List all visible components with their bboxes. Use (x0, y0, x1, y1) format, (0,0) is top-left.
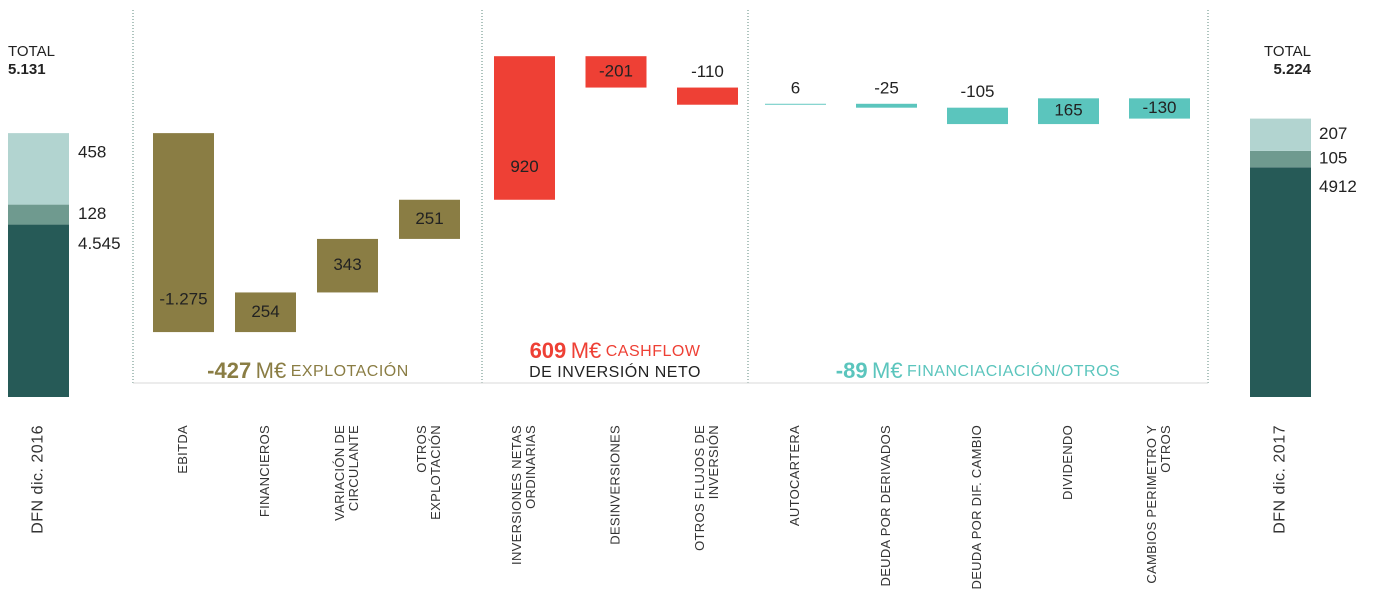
group-name: FINANCIACIACIÓN/OTROS (907, 361, 1120, 380)
waterfall-bar (947, 107, 1008, 125)
value-label: -105 (960, 82, 994, 101)
value-label: 251 (415, 209, 443, 228)
waterfall-bar (765, 103, 826, 105)
value-label: 4912 (1319, 177, 1357, 196)
value-label: 128 (78, 204, 106, 223)
waterfall-bar (235, 292, 296, 333)
waterfall-bar (677, 87, 738, 105)
value-label: -25 (874, 78, 899, 97)
total-value: 5.224 (1273, 61, 1311, 78)
value-label: 207 (1319, 124, 1347, 143)
group-name: CASHFLOW (606, 343, 701, 360)
group-total: -427 M€ EXPLOTACIÓN (207, 358, 409, 383)
stack-segment (8, 204, 69, 225)
category-label: DIVIDENDO (1060, 425, 1075, 500)
waterfall-bar (1038, 98, 1099, 125)
value-label: 165 (1054, 101, 1082, 120)
total-title: TOTAL (1264, 43, 1311, 60)
stack-segment (1250, 118, 1311, 151)
category-label: FINANCIEROS (257, 425, 272, 517)
category-label: ORDINARIAS (523, 425, 538, 509)
category-label: CAMBIOS PERIMETRO Y (1144, 425, 1159, 584)
waterfall-bar (1129, 98, 1190, 119)
category-label: DESINVERSIONES (607, 425, 622, 545)
group-total-unit: M€ (872, 358, 903, 383)
category-label: EBITDA (175, 425, 190, 474)
group-name: EXPLOTACIÓN (291, 361, 409, 380)
group-total-value: 609 (530, 338, 567, 363)
waterfall-bar (317, 238, 378, 293)
value-label: 343 (333, 255, 361, 274)
category-label: AUTOCARTERA (787, 425, 802, 526)
waterfall-bar (494, 56, 555, 200)
category-label: DEUDA POR DERIVADOS (878, 425, 893, 587)
category-label: OTROS (414, 425, 429, 473)
category-label: DFN dic. 2017 (1272, 425, 1289, 534)
category-label: INVERSIONES NETAS (509, 425, 524, 565)
category-label: CIRCULANTE (346, 425, 361, 511)
value-label: -201 (599, 61, 633, 80)
group-total: 609 M€ CASHFLOW (530, 338, 701, 363)
value-label: 920 (510, 157, 538, 176)
group-total-unit: M€ (256, 358, 287, 383)
total-title: TOTAL (8, 43, 55, 60)
value-label: 458 (78, 143, 106, 162)
value-label: 6 (791, 78, 800, 97)
category-label: EXPLOTACIÓN (428, 425, 443, 520)
group-name: DE INVERSIÓN NETO (529, 362, 701, 381)
value-label: 105 (1319, 149, 1347, 168)
group-total-value: -89 (836, 358, 868, 383)
category-label: INVERSIÓN (706, 425, 721, 499)
stack-segment (8, 224, 69, 397)
category-label: VARIACIÓN DE (332, 425, 347, 521)
category-label: OTROS (1158, 425, 1173, 473)
waterfall-bar (399, 199, 460, 239)
waterfall-bar (856, 103, 917, 108)
value-label: -1.275 (159, 290, 207, 309)
category-label: DEUDA POR DIF. CAMBIO (969, 425, 984, 590)
total-value: 5.131 (8, 61, 46, 78)
value-label: 4.545 (78, 234, 121, 253)
waterfall-bar (153, 133, 214, 333)
group-total: -89 M€ FINANCIACIACIÓN/OTROS (836, 358, 1120, 383)
waterfall-bar (585, 56, 647, 88)
group-total-unit: M€ (571, 338, 602, 363)
stack-segment (1250, 167, 1311, 397)
value-label: 254 (251, 302, 279, 321)
category-label: OTROS FLUJOS DE (692, 425, 707, 551)
category-label: DFN dic. 2016 (30, 425, 47, 534)
group-total-value: -427 (207, 358, 251, 383)
value-label: -110 (691, 62, 724, 81)
stack-segment (8, 133, 69, 205)
value-label: -130 (1142, 98, 1176, 117)
stack-segment (1250, 150, 1311, 168)
